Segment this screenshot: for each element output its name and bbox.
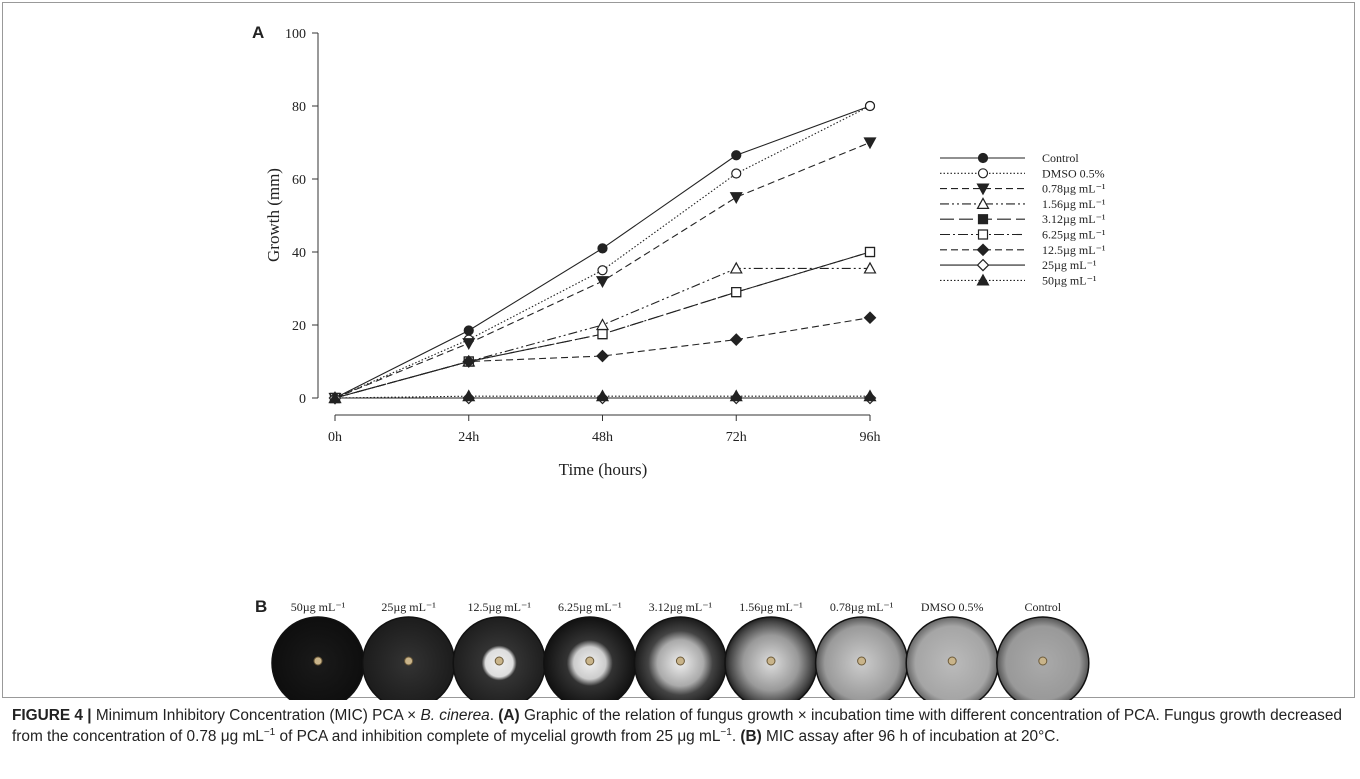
data-point	[463, 339, 474, 349]
caption-sup: −1	[264, 726, 275, 737]
inoculum-plug	[1039, 657, 1047, 665]
legend-marker	[978, 260, 989, 271]
inoculum-plug	[676, 657, 684, 665]
caption-text: of PCA and inhibition complete of myceli…	[275, 728, 720, 745]
plate-label: DMSO 0.5%	[921, 600, 984, 614]
legend-label: 12.5µg mL⁻¹	[1042, 243, 1106, 257]
legend-marker	[979, 215, 988, 224]
caption-ref: (A)	[498, 707, 519, 724]
x-tick-label: 0h	[328, 430, 342, 445]
inoculum-plug	[314, 657, 322, 665]
legend-label: DMSO 0.5%	[1042, 166, 1105, 180]
y-tick-label: 60	[292, 173, 306, 188]
caption-sup: −1	[720, 726, 731, 737]
inoculum-plug	[405, 657, 413, 665]
panel-label: A	[252, 23, 264, 42]
y-tick-label: 0	[299, 392, 306, 407]
legend-label: 1.56µg mL⁻¹	[1042, 197, 1106, 211]
x-axis-label: Time (hours)	[559, 460, 648, 479]
legend-marker	[978, 244, 989, 255]
legend-label: 3.12µg mL⁻¹	[1042, 212, 1106, 226]
plate-label: 0.78µg mL⁻¹	[830, 600, 894, 614]
y-tick-label: 40	[292, 246, 306, 261]
caption-text: .	[490, 707, 499, 724]
caption-text: Minimum Inhibitory Concentration (MIC) P…	[92, 707, 421, 724]
data-point	[866, 248, 875, 257]
data-point	[732, 288, 741, 297]
legend-label: 50µg mL⁻¹	[1042, 273, 1097, 287]
caption-label: FIGURE 4 |	[12, 707, 92, 724]
data-point	[598, 330, 607, 339]
y-tick-label: 80	[292, 100, 306, 115]
plate-label: 25µg mL⁻¹	[381, 600, 436, 614]
caption-text: MIC assay after 96 h of incubation at 20…	[762, 728, 1060, 745]
inoculum-plug	[948, 657, 956, 665]
y-tick-label: 20	[292, 319, 306, 334]
caption-ref: (B)	[740, 728, 761, 745]
plate-label: Control	[1024, 600, 1061, 614]
inoculum-plug	[767, 657, 775, 665]
plate-label: 50µg mL⁻¹	[291, 600, 346, 614]
x-tick-label: 24h	[458, 430, 479, 445]
data-point	[597, 320, 608, 330]
plate-label: 1.56µg mL⁻¹	[739, 600, 803, 614]
plate-label: 6.25µg mL⁻¹	[558, 600, 622, 614]
plate-label: 3.12µg mL⁻¹	[649, 600, 713, 614]
x-tick-label: 96h	[860, 430, 881, 445]
panel-label: B	[255, 597, 267, 616]
inoculum-plug	[495, 657, 503, 665]
caption: FIGURE 4 | Minimum Inhibitory Concentrat…	[12, 706, 1352, 747]
data-point	[866, 102, 875, 111]
data-point	[597, 277, 608, 287]
y-axis-label: Growth (mm)	[264, 168, 283, 262]
data-point	[731, 193, 742, 203]
data-point	[731, 334, 742, 345]
y-tick-label: 100	[285, 27, 306, 42]
data-point	[865, 138, 876, 148]
data-point	[597, 351, 608, 362]
plates: 50µg mL⁻¹ 25µg mL⁻¹ 12.5µg mL⁻¹ 6.25µg mL⁻¹…	[272, 600, 1089, 700]
inoculum-plug	[858, 657, 866, 665]
legend-marker	[979, 230, 988, 239]
legend-label: 0.78µg mL⁻¹	[1042, 182, 1106, 196]
data-point	[865, 312, 876, 323]
legend-label: 25µg mL⁻¹	[1042, 258, 1097, 272]
plate-label: 12.5µg mL⁻¹	[467, 600, 531, 614]
x-tick-label: 48h	[592, 430, 613, 445]
data-point	[732, 151, 741, 160]
caption-species: B. cinerea	[420, 707, 489, 724]
data-point	[598, 244, 607, 253]
legend-marker	[979, 154, 988, 163]
x-tick-label: 72h	[726, 430, 747, 445]
legend-label: Control	[1042, 151, 1079, 165]
data-point	[464, 326, 473, 335]
data-point	[598, 266, 607, 275]
data-point	[732, 169, 741, 178]
legend-label: 6.25µg mL⁻¹	[1042, 228, 1106, 242]
inoculum-plug	[586, 657, 594, 665]
page: {"chart_data":{"type":"line","panel_labe…	[0, 0, 1360, 779]
legend-marker	[979, 169, 988, 178]
